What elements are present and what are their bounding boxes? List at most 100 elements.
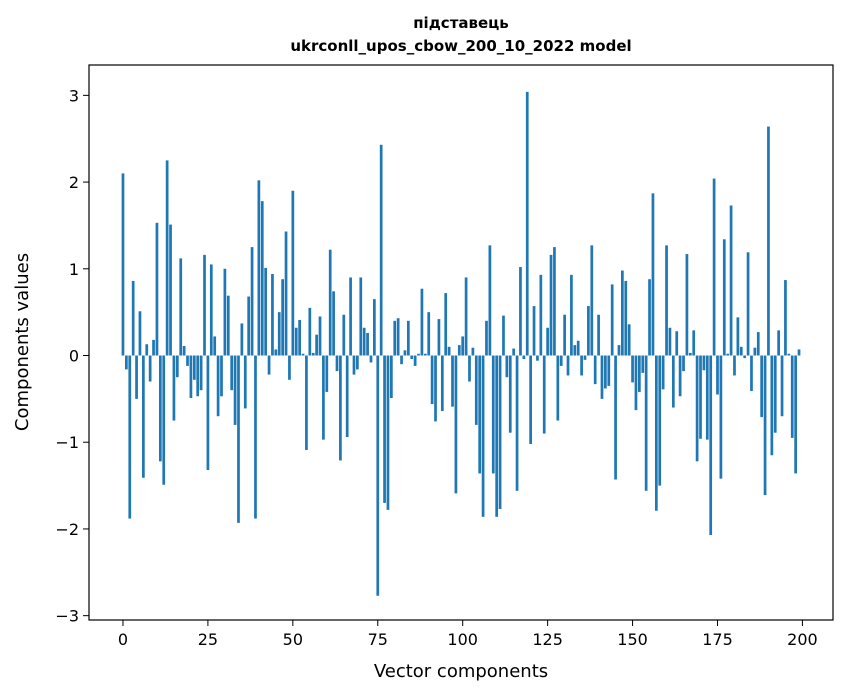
bar-component-110 <box>495 355 499 517</box>
bar-component-107 <box>485 320 488 356</box>
bar-component-64 <box>339 355 342 461</box>
bar-component-115 <box>512 348 516 356</box>
bar-component-106 <box>481 355 485 517</box>
bar-component-88 <box>420 288 424 356</box>
x-tick-label: 100 <box>447 630 478 649</box>
bar-component-5 <box>138 311 142 356</box>
bar-component-45 <box>274 349 278 356</box>
bar-component-77 <box>383 355 386 503</box>
bar-component-8 <box>148 355 152 382</box>
bar-component-43 <box>267 355 271 375</box>
x-axis-label: Vector components <box>374 661 548 682</box>
bar-component-104 <box>474 355 478 425</box>
bar-component-132 <box>570 274 573 356</box>
bar-component-61 <box>328 249 332 356</box>
bar-component-90 <box>427 312 431 356</box>
x-tick-label: 50 <box>283 630 303 649</box>
bar-component-181 <box>736 317 740 356</box>
bar-component-95 <box>444 293 448 356</box>
bar-component-37 <box>247 296 251 356</box>
bar-component-152 <box>638 355 641 392</box>
bar-component-136 <box>583 355 587 360</box>
bar-component-46 <box>277 312 281 356</box>
bar-component-173 <box>709 355 713 536</box>
bar-component-34 <box>237 355 240 523</box>
bar-component-168 <box>692 330 696 356</box>
bar-component-156 <box>651 193 655 356</box>
bar-component-165 <box>682 355 685 372</box>
bar-component-21 <box>192 355 196 380</box>
bar-component-170 <box>699 355 702 439</box>
bar-component-2 <box>128 355 132 519</box>
y-axis-ticks: −3 −2 −1 0 1 2 3 <box>55 86 89 626</box>
bar-component-48 <box>284 231 288 356</box>
bar-component-184 <box>746 252 750 356</box>
bar-component-112 <box>502 315 505 356</box>
bar-component-27 <box>213 336 217 356</box>
bar-component-178 <box>726 353 730 356</box>
bar-component-53 <box>301 353 305 356</box>
bar-component-58 <box>318 316 322 356</box>
bar-component-146 <box>617 345 621 356</box>
bar-component-186 <box>753 347 757 356</box>
bar-component-29 <box>220 355 223 397</box>
bar-component-157 <box>654 355 658 511</box>
bar-component-22 <box>196 355 200 397</box>
bar-component-81 <box>396 318 400 356</box>
y-tick-label: 2 <box>69 173 79 192</box>
x-tick-label: 125 <box>532 630 563 649</box>
bar-component-108 <box>488 245 492 356</box>
bar-component-52 <box>298 319 301 356</box>
bar-component-105 <box>478 355 482 474</box>
y-tick-label: 0 <box>69 347 79 366</box>
bar-component-7 <box>145 344 149 356</box>
bar-component-187 <box>756 332 760 356</box>
bar-component-176 <box>719 355 723 479</box>
bar-component-23 <box>199 355 203 391</box>
x-axis-ticks: 0 25 50 75 100 125 150 175 200 <box>118 620 818 649</box>
bar-component-71 <box>362 327 366 356</box>
bar-component-160 <box>665 245 668 356</box>
bar-component-65 <box>342 314 346 356</box>
bar-component-116 <box>515 355 519 491</box>
bar-component-159 <box>661 355 665 390</box>
bar-component-172 <box>705 355 709 440</box>
x-tick-label: 150 <box>617 630 648 649</box>
bar-component-31 <box>226 295 230 356</box>
y-tick-label: −2 <box>55 520 79 539</box>
bar-component-101 <box>464 277 468 356</box>
bar-component-117 <box>519 267 522 356</box>
bar-component-10 <box>155 222 159 356</box>
bar-component-96 <box>447 346 451 356</box>
bar-component-189 <box>763 355 767 496</box>
bar-component-123 <box>539 274 543 356</box>
bar-component-151 <box>634 355 638 411</box>
bar-component-72 <box>366 332 369 356</box>
bar-component-118 <box>522 355 526 359</box>
bar-component-128 <box>556 355 560 421</box>
bar-component-103 <box>471 347 475 356</box>
bar-component-149 <box>627 324 631 356</box>
bar-component-98 <box>454 355 458 494</box>
bar-component-121 <box>532 306 536 356</box>
bar-component-70 <box>359 277 363 356</box>
bar-component-38 <box>250 247 254 356</box>
bar-component-60 <box>325 355 329 392</box>
bar-component-63 <box>335 355 339 372</box>
bar-component-73 <box>369 355 373 363</box>
y-tick-label: −1 <box>55 433 79 452</box>
bar-component-54 <box>305 355 308 451</box>
x-tick-label: 25 <box>198 630 218 649</box>
bar-component-89 <box>423 353 427 356</box>
bar-component-4 <box>135 355 138 399</box>
bar-component-16 <box>175 355 179 378</box>
chart-title-line1: підставець <box>413 14 509 32</box>
bar-component-167 <box>688 352 692 356</box>
bar-component-97 <box>451 355 454 407</box>
bar-component-12 <box>162 355 166 485</box>
bar-component-185 <box>750 355 753 392</box>
y-tick-label: 1 <box>69 260 79 279</box>
bar-component-20 <box>189 355 193 398</box>
bar-component-75 <box>376 355 380 596</box>
x-tick-label: 0 <box>118 630 128 649</box>
